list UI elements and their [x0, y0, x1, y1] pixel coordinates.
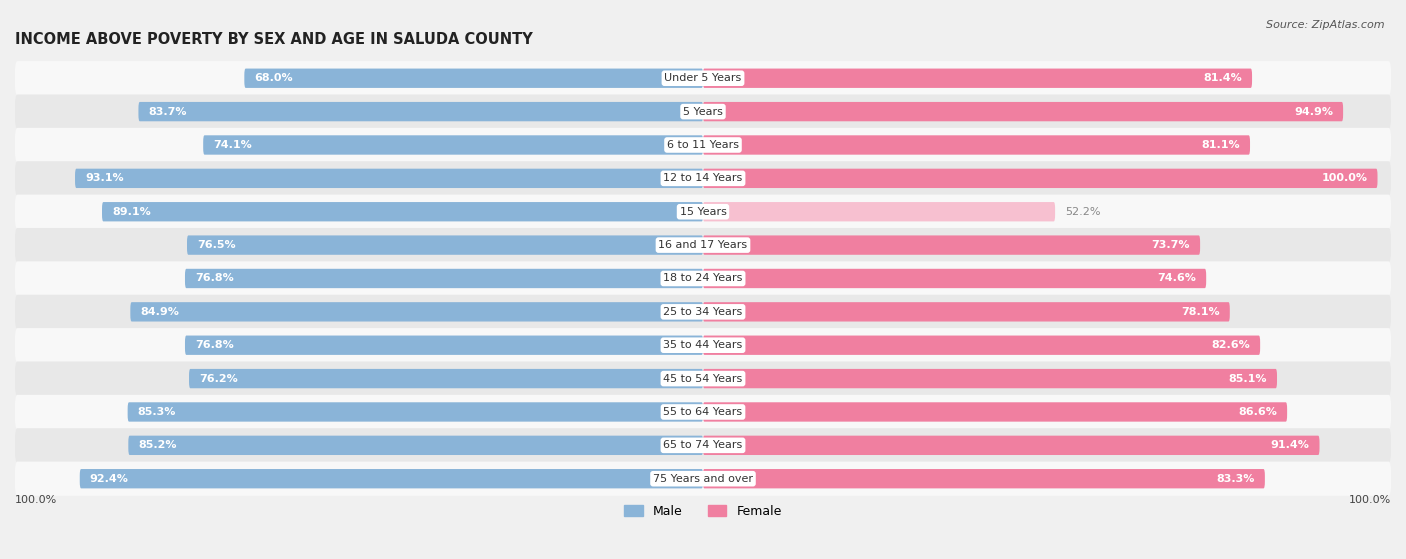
- FancyBboxPatch shape: [15, 395, 1391, 429]
- Legend: Male, Female: Male, Female: [619, 500, 787, 523]
- FancyBboxPatch shape: [703, 269, 1206, 288]
- Text: 100.0%: 100.0%: [1322, 173, 1368, 183]
- Text: Under 5 Years: Under 5 Years: [665, 73, 741, 83]
- FancyBboxPatch shape: [15, 462, 1391, 496]
- Text: 85.1%: 85.1%: [1229, 373, 1267, 383]
- FancyBboxPatch shape: [245, 69, 703, 88]
- Text: 92.4%: 92.4%: [90, 473, 129, 484]
- Text: 100.0%: 100.0%: [1348, 495, 1391, 505]
- FancyBboxPatch shape: [15, 161, 1391, 196]
- Text: 65 to 74 Years: 65 to 74 Years: [664, 440, 742, 451]
- Text: 84.9%: 84.9%: [141, 307, 180, 317]
- FancyBboxPatch shape: [15, 94, 1391, 129]
- Text: 83.7%: 83.7%: [149, 107, 187, 117]
- FancyBboxPatch shape: [703, 302, 1230, 321]
- Text: 25 to 34 Years: 25 to 34 Years: [664, 307, 742, 317]
- FancyBboxPatch shape: [131, 302, 703, 321]
- FancyBboxPatch shape: [103, 202, 703, 221]
- FancyBboxPatch shape: [15, 262, 1391, 296]
- Text: 91.4%: 91.4%: [1271, 440, 1309, 451]
- FancyBboxPatch shape: [703, 469, 1265, 489]
- Text: 83.3%: 83.3%: [1216, 473, 1254, 484]
- Text: 74.1%: 74.1%: [214, 140, 252, 150]
- Text: 5 Years: 5 Years: [683, 107, 723, 117]
- FancyBboxPatch shape: [703, 169, 1378, 188]
- Text: 86.6%: 86.6%: [1239, 407, 1277, 417]
- FancyBboxPatch shape: [703, 235, 1201, 255]
- FancyBboxPatch shape: [15, 61, 1391, 96]
- Text: 76.8%: 76.8%: [195, 273, 233, 283]
- Text: 81.4%: 81.4%: [1204, 73, 1241, 83]
- Text: 93.1%: 93.1%: [86, 173, 124, 183]
- FancyBboxPatch shape: [15, 295, 1391, 329]
- FancyBboxPatch shape: [128, 435, 703, 455]
- FancyBboxPatch shape: [204, 135, 703, 155]
- Text: 85.3%: 85.3%: [138, 407, 176, 417]
- FancyBboxPatch shape: [703, 69, 1253, 88]
- FancyBboxPatch shape: [75, 169, 703, 188]
- Text: 85.2%: 85.2%: [138, 440, 177, 451]
- Text: Source: ZipAtlas.com: Source: ZipAtlas.com: [1267, 20, 1385, 30]
- Text: 76.8%: 76.8%: [195, 340, 233, 350]
- FancyBboxPatch shape: [15, 362, 1391, 396]
- Text: 82.6%: 82.6%: [1212, 340, 1250, 350]
- FancyBboxPatch shape: [703, 435, 1319, 455]
- Text: 45 to 54 Years: 45 to 54 Years: [664, 373, 742, 383]
- Text: 18 to 24 Years: 18 to 24 Years: [664, 273, 742, 283]
- FancyBboxPatch shape: [703, 135, 1250, 155]
- FancyBboxPatch shape: [138, 102, 703, 121]
- FancyBboxPatch shape: [187, 235, 703, 255]
- FancyBboxPatch shape: [703, 102, 1343, 121]
- FancyBboxPatch shape: [15, 328, 1391, 362]
- Text: 55 to 64 Years: 55 to 64 Years: [664, 407, 742, 417]
- Text: 89.1%: 89.1%: [112, 207, 150, 217]
- FancyBboxPatch shape: [186, 269, 703, 288]
- FancyBboxPatch shape: [15, 428, 1391, 462]
- FancyBboxPatch shape: [80, 469, 703, 489]
- Text: 78.1%: 78.1%: [1181, 307, 1219, 317]
- Text: 100.0%: 100.0%: [15, 495, 58, 505]
- FancyBboxPatch shape: [128, 402, 703, 421]
- Text: 6 to 11 Years: 6 to 11 Years: [666, 140, 740, 150]
- Text: 52.2%: 52.2%: [1066, 207, 1101, 217]
- Text: 35 to 44 Years: 35 to 44 Years: [664, 340, 742, 350]
- Text: 94.9%: 94.9%: [1294, 107, 1333, 117]
- FancyBboxPatch shape: [15, 195, 1391, 229]
- FancyBboxPatch shape: [703, 369, 1277, 389]
- Text: 68.0%: 68.0%: [254, 73, 292, 83]
- Text: 12 to 14 Years: 12 to 14 Years: [664, 173, 742, 183]
- Text: 73.7%: 73.7%: [1152, 240, 1189, 250]
- FancyBboxPatch shape: [15, 128, 1391, 162]
- FancyBboxPatch shape: [703, 202, 1054, 221]
- Text: 76.5%: 76.5%: [197, 240, 236, 250]
- FancyBboxPatch shape: [703, 402, 1286, 421]
- Text: 81.1%: 81.1%: [1201, 140, 1240, 150]
- FancyBboxPatch shape: [186, 335, 703, 355]
- Text: 15 Years: 15 Years: [679, 207, 727, 217]
- Text: 16 and 17 Years: 16 and 17 Years: [658, 240, 748, 250]
- Text: INCOME ABOVE POVERTY BY SEX AND AGE IN SALUDA COUNTY: INCOME ABOVE POVERTY BY SEX AND AGE IN S…: [15, 32, 533, 47]
- Text: 75 Years and over: 75 Years and over: [652, 473, 754, 484]
- FancyBboxPatch shape: [15, 228, 1391, 262]
- FancyBboxPatch shape: [703, 335, 1260, 355]
- Text: 76.2%: 76.2%: [200, 373, 238, 383]
- Text: 74.6%: 74.6%: [1157, 273, 1197, 283]
- FancyBboxPatch shape: [188, 369, 703, 389]
